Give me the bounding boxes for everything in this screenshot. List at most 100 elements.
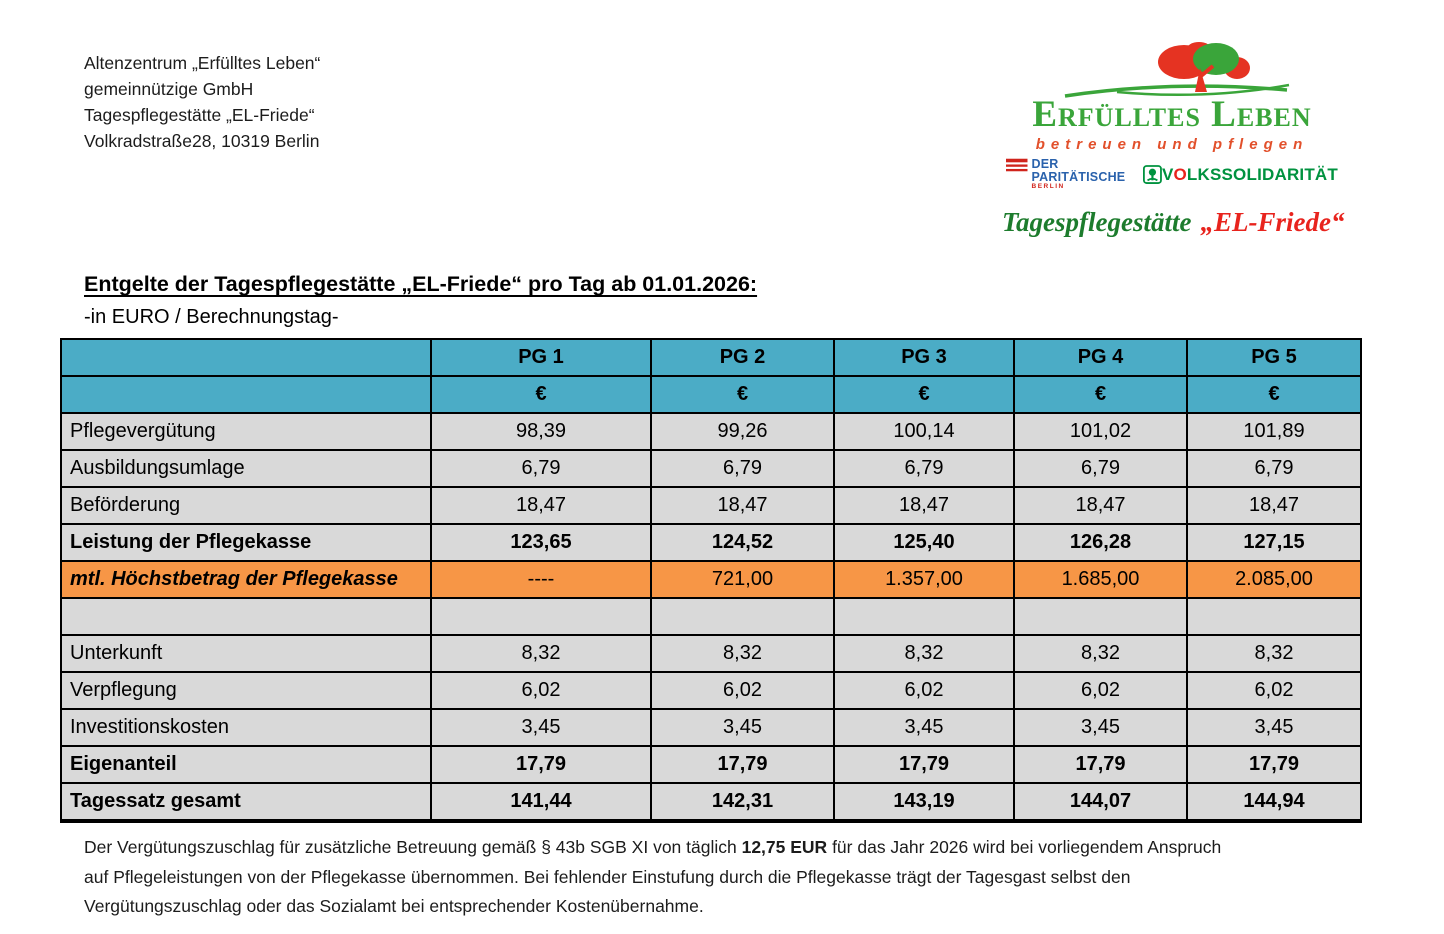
row-label: Eigenanteil (60, 745, 432, 784)
price-cell: 125,40 (833, 523, 1015, 562)
currency-header: € (430, 375, 652, 414)
price-cell: 18,47 (1013, 486, 1188, 525)
price-cell: 17,79 (430, 745, 652, 784)
price-cell: 3,45 (833, 708, 1015, 747)
paritaetische-sublabel: BERLIN (1031, 183, 1065, 190)
price-cell: 124,52 (650, 523, 835, 562)
price-cell: 721,00 (650, 560, 835, 599)
footnote-bold-amount: 12,75 EUR (741, 837, 828, 857)
row-label: Verpflegung (60, 671, 432, 710)
row-label: Unterkunft (60, 634, 432, 673)
price-cell: 101,02 (1013, 412, 1188, 451)
price-cell: 3,45 (1186, 708, 1362, 747)
price-cell: 100,14 (833, 412, 1015, 451)
table-row-highlight: mtl. Höchstbetrag der Pflegekasse ---- 7… (60, 560, 1362, 599)
footnote-line: Vergütungszuschlag oder das Sozialamt be… (84, 896, 704, 916)
price-cell: 8,32 (833, 634, 1015, 673)
price-cell: 3,45 (1013, 708, 1188, 747)
page-title: Entgelte der Tagespflegestätte „EL-Fried… (84, 272, 758, 296)
paritaetische-logo: DER PARITÄTISCHE BERLIN (1006, 158, 1143, 191)
partner-logos: DER PARITÄTISCHE BERLIN VOLKSSOLIDARITÄT (1002, 158, 1342, 191)
paritaetische-label: DER PARITÄTISCHE BERLIN (1032, 158, 1144, 191)
price-cell: 1.357,00 (833, 560, 1015, 599)
row-label: Pflegevergütung (60, 412, 432, 451)
column-header-empty (60, 338, 432, 377)
column-header-pg3: PG 3 (833, 338, 1015, 377)
row-label: Tagessatz gesamt (60, 782, 432, 823)
row-label (60, 597, 432, 636)
price-cell: 8,32 (1013, 634, 1188, 673)
table-row-total: Tagessatz gesamt 141,44 142,31 143,19 14… (60, 782, 1362, 823)
table-row-spacer (60, 597, 1362, 636)
currency-header: € (1013, 375, 1188, 414)
column-header-pg1: PG 1 (430, 338, 652, 377)
paritaetische-flag-icon (1006, 158, 1028, 172)
price-cell: 143,19 (833, 782, 1015, 823)
price-cell: 144,07 (1013, 782, 1188, 823)
currency-header-empty (60, 375, 432, 414)
tree-icon (1064, 42, 1290, 98)
address-line: Volkradstraße28, 10319 Berlin (84, 131, 320, 151)
price-cell (833, 597, 1015, 636)
row-label: mtl. Höchstbetrag der Pflegekasse (60, 560, 432, 599)
brand-tagline: betreuen und pflegen (1035, 136, 1309, 153)
price-cell: 6,02 (430, 671, 652, 710)
footnote: Der Vergütungszuschlag für zusätzliche B… (84, 833, 1324, 922)
row-label: Beförderung (60, 486, 432, 525)
price-cell: 6,79 (430, 449, 652, 488)
column-header-pg5: PG 5 (1186, 338, 1362, 377)
price-cell: 6,02 (833, 671, 1015, 710)
table-row: Verpflegung 6,02 6,02 6,02 6,02 6,02 (60, 671, 1362, 710)
footnote-line: auf Pflegeleistungen von der Pflegekasse… (84, 866, 1131, 887)
row-label: Ausbildungsumlage (60, 449, 432, 488)
volkssolidaritaet-label: VOLKSSOLIDARITÄT (1161, 164, 1338, 184)
footnote-line: Der Vergütungszuschlag für zusätzliche B… (84, 837, 1222, 857)
address-line: Tagespflegestätte „EL-Friede“ (84, 105, 315, 125)
facility-script-title: Tagespflegestätte „EL-Friede“ (1002, 206, 1345, 237)
table-row: Unterkunft 8,32 8,32 8,32 8,32 8,32 (60, 634, 1362, 673)
price-cell: 18,47 (650, 486, 835, 525)
price-cell: 8,32 (650, 634, 835, 673)
row-label: Leistung der Pflegekasse (60, 523, 432, 562)
price-cell: 6,02 (650, 671, 835, 710)
price-cell: 6,79 (1013, 449, 1188, 488)
price-cell: 144,94 (1186, 782, 1362, 823)
price-cell: 8,32 (430, 634, 652, 673)
row-label: Investitionskosten (60, 708, 432, 747)
sender-address-block: Altenzentrum „Erfülltes Leben“ gemeinnüt… (84, 50, 320, 154)
price-cell: 142,31 (650, 782, 835, 823)
currency-header: € (1186, 375, 1362, 414)
price-cell: 1.685,00 (1013, 560, 1188, 599)
column-header-pg2: PG 2 (650, 338, 835, 377)
company-logo: Erfülltes Leben betreuen und pflegen DER… (1002, 40, 1345, 238)
price-cell: 2.085,00 (1186, 560, 1362, 599)
address-line: Altenzentrum „Erfülltes Leben“ (84, 53, 321, 73)
price-cell: ---- (430, 560, 652, 599)
price-cell: 123,65 (430, 523, 652, 562)
volkssolidaritaet-o-heart-icon: O (1173, 164, 1187, 184)
price-cell: 3,45 (650, 708, 835, 747)
volkssolidaritaet-emblem-icon (1143, 164, 1162, 184)
price-cell (1013, 597, 1188, 636)
address-line: gemeinnützige GmbH (84, 79, 254, 99)
table-row: Pflegevergütung 98,39 99,26 100,14 101,0… (60, 412, 1362, 451)
price-cell: 6,79 (1186, 449, 1362, 488)
table-row: Leistung der Pflegekasse 123,65 124,52 1… (60, 523, 1362, 562)
price-cell: 17,79 (833, 745, 1015, 784)
price-cell: 17,79 (1013, 745, 1188, 784)
price-cell: 18,47 (833, 486, 1015, 525)
price-cell (650, 597, 835, 636)
price-table: PG 1 PG 2 PG 3 PG 4 PG 5 € € € € € Pfleg… (60, 338, 1362, 823)
price-cell: 141,44 (430, 782, 652, 823)
price-cell: 127,15 (1186, 523, 1362, 562)
price-cell: 6,02 (1186, 671, 1362, 710)
price-cell: 8,32 (1186, 634, 1362, 673)
table-row: Investitionskosten 3,45 3,45 3,45 3,45 3… (60, 708, 1362, 747)
table-row: Ausbildungsumlage 6,79 6,79 6,79 6,79 6,… (60, 449, 1362, 488)
table-currency-row: € € € € € (60, 375, 1362, 414)
price-cell: 98,39 (430, 412, 652, 451)
price-cell: 3,45 (430, 708, 652, 747)
price-cell: 6,02 (1013, 671, 1188, 710)
table-header-row: PG 1 PG 2 PG 3 PG 4 PG 5 (60, 338, 1362, 377)
price-cell: 18,47 (1186, 486, 1362, 525)
